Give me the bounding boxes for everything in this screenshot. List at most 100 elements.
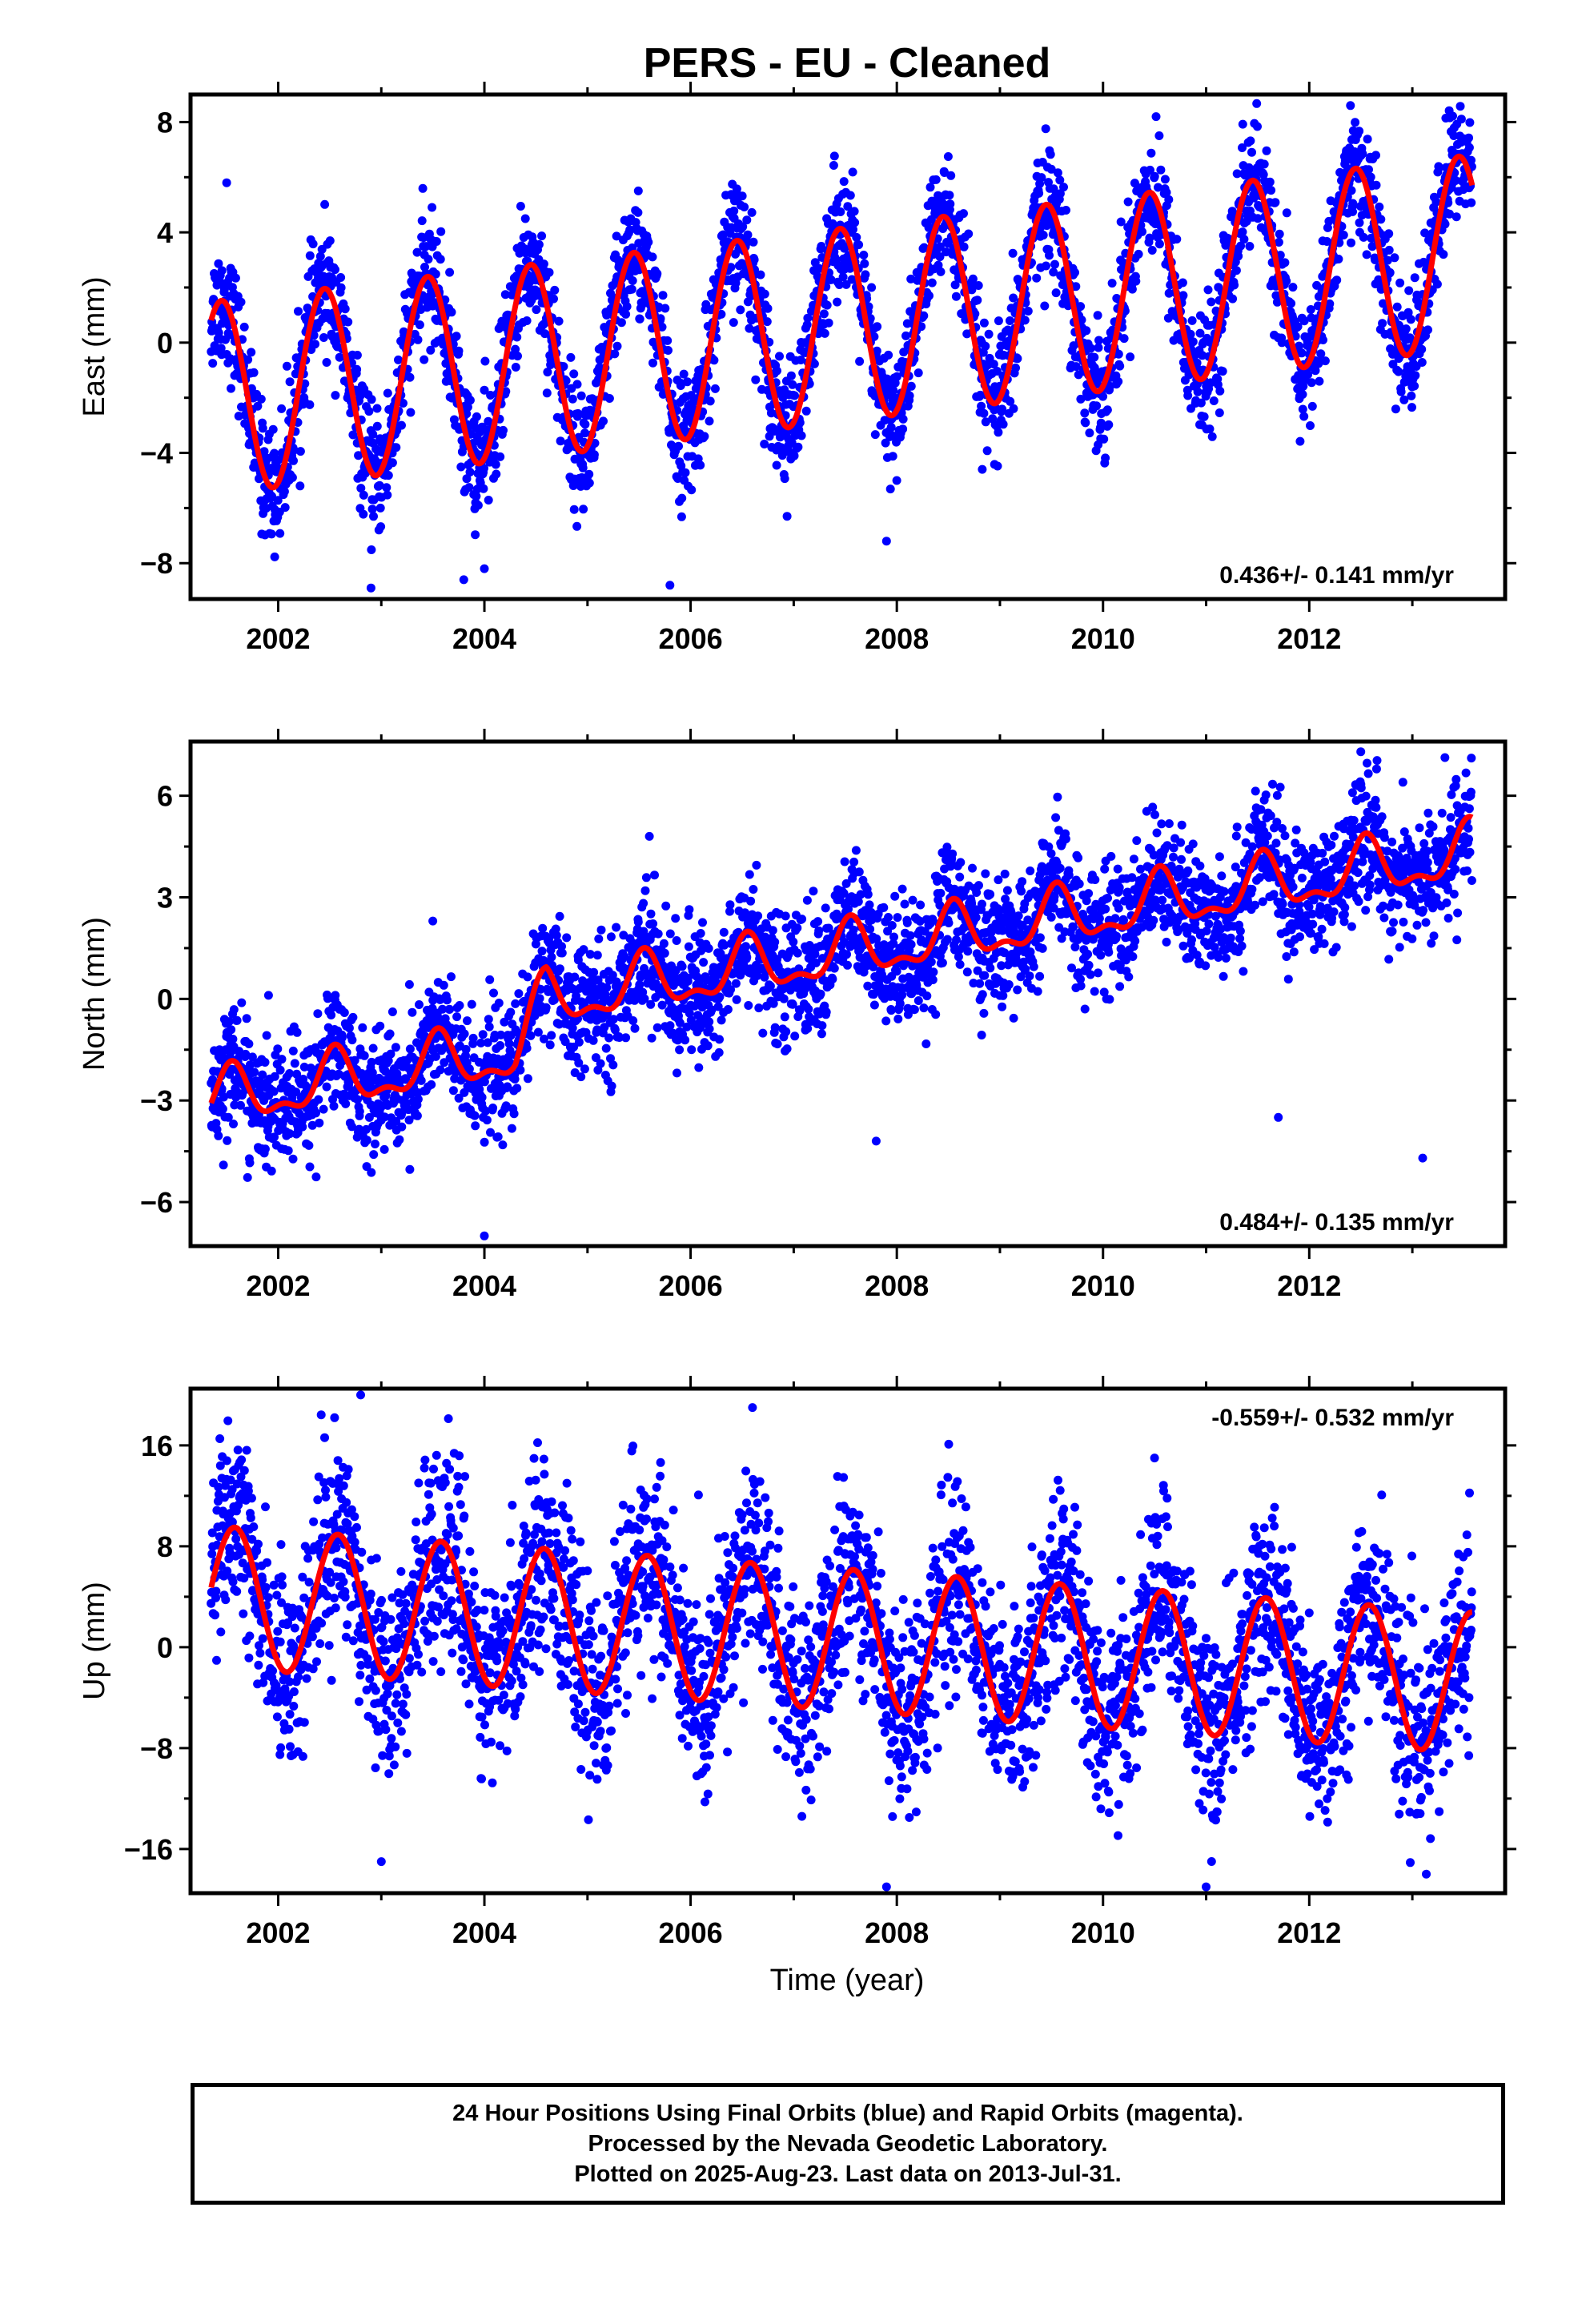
data-point: [355, 1107, 364, 1116]
data-point: [1238, 227, 1247, 237]
data-point: [1417, 344, 1427, 354]
data-point: [1205, 424, 1215, 434]
data-point: [821, 903, 830, 913]
data-point: [814, 926, 824, 935]
data-point: [615, 1033, 624, 1042]
data-point: [805, 941, 814, 950]
data-point: [305, 400, 315, 409]
outlier-point: [459, 575, 468, 585]
data-point: [460, 1029, 469, 1039]
data-point: [243, 1172, 252, 1182]
north-points: [207, 747, 1476, 1240]
data-point: [935, 252, 945, 262]
data-point: [674, 441, 683, 451]
data-point: [424, 255, 433, 264]
data-point: [1207, 432, 1217, 441]
data-point: [1287, 299, 1296, 308]
data-point: [259, 447, 269, 456]
data-point: [1093, 311, 1102, 320]
data-point: [331, 391, 340, 400]
data-point: [1049, 184, 1058, 194]
data-point: [319, 1104, 328, 1114]
data-point: [509, 1109, 519, 1119]
data-point: [770, 937, 780, 947]
data-point: [641, 873, 651, 883]
data-point: [872, 346, 881, 356]
data-point: [1045, 251, 1054, 260]
data-point: [1162, 187, 1171, 197]
data-point: [555, 911, 564, 921]
data-point: [1339, 231, 1348, 239]
data-point: [1306, 421, 1315, 430]
data-point: [780, 1012, 789, 1022]
data-point: [935, 242, 945, 251]
data-point: [510, 1075, 520, 1084]
data-point: [797, 915, 807, 924]
data-point: [1293, 322, 1303, 332]
data-point: [850, 218, 860, 227]
data-point: [512, 1084, 522, 1093]
data-point: [282, 361, 291, 371]
data-point: [536, 984, 545, 994]
data-point: [892, 372, 901, 381]
data-point: [267, 529, 276, 539]
data-point: [676, 381, 685, 390]
data-point: [608, 971, 617, 980]
data-point: [507, 1124, 516, 1133]
data-point: [681, 1035, 690, 1045]
data-point: [833, 297, 842, 307]
data-point: [308, 239, 318, 249]
data-point: [1362, 250, 1371, 259]
data-point: [315, 1118, 324, 1128]
data-point: [561, 376, 571, 385]
data-point: [537, 947, 547, 956]
data-point: [1051, 288, 1061, 298]
data-point: [773, 1039, 782, 1049]
data-point: [1102, 405, 1112, 415]
data-point: [885, 485, 895, 494]
data-point: [1115, 361, 1125, 371]
data-point: [1156, 165, 1166, 175]
data-point: [1246, 136, 1255, 146]
data-point: [331, 265, 339, 275]
data-point: [927, 278, 937, 287]
data-point: [488, 1104, 498, 1112]
data-point: [405, 372, 415, 382]
data-point: [1178, 278, 1187, 287]
data-point: [584, 469, 594, 479]
data-point: [656, 314, 665, 324]
data-point: [742, 952, 752, 962]
data-point: [732, 184, 741, 194]
data-point: [368, 429, 378, 439]
data-point: [1391, 404, 1400, 414]
data-point: [834, 280, 844, 289]
data-point: [588, 1035, 598, 1045]
data-point: [1032, 273, 1042, 283]
data-point: [471, 530, 480, 540]
data-point: [1383, 255, 1392, 265]
data-point: [1085, 428, 1094, 438]
data-point: [428, 203, 437, 212]
data-point: [383, 1056, 393, 1066]
data-point: [1410, 273, 1419, 283]
data-point: [268, 424, 278, 434]
data-point: [790, 391, 799, 400]
data-point: [348, 430, 358, 440]
data-point: [1403, 308, 1413, 317]
data-point: [253, 401, 263, 411]
data-point: [447, 972, 456, 982]
data-point: [343, 317, 353, 327]
data-point: [1332, 275, 1342, 285]
data-point: [1215, 386, 1225, 396]
data-point: [1375, 202, 1384, 211]
data-point: [418, 183, 428, 193]
data-point: [1319, 336, 1327, 344]
data-point: [569, 369, 579, 379]
data-point: [568, 394, 577, 404]
data-point: [1040, 301, 1050, 311]
data-point: [822, 300, 832, 310]
data-point: [674, 1011, 683, 1020]
data-point: [311, 1108, 320, 1118]
data-point: [859, 251, 869, 259]
data-point: [1081, 418, 1090, 428]
